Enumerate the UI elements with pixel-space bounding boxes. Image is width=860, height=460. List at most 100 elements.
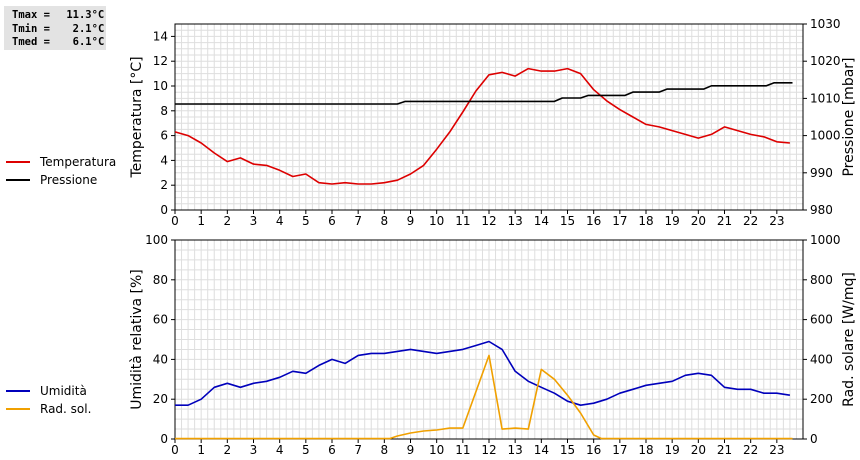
panel2-x-tick-label: 1: [197, 443, 205, 457]
panel2-y-axis-title: Umidità relativa [%]: [129, 269, 145, 410]
panel2-x-tick-label: 9: [407, 443, 415, 457]
stats-box: Tmax = 11.3°C Tmin = 2.1°C Tmed = 6.1°C: [4, 6, 106, 50]
panel1-x-tick-label: 14: [534, 214, 549, 228]
panel2-x-tick-label: 16: [586, 443, 601, 457]
panel2-x-tick-label: 2: [224, 443, 232, 457]
panel2-x-tick-label: 11: [455, 443, 470, 457]
panel2-x-tick-label: 5: [302, 443, 310, 457]
stat-line-tmin: Tmin = 2.1°C: [12, 22, 105, 35]
panel2-y-tick-label: 80: [153, 273, 168, 287]
legend-label: Rad. sol.: [40, 402, 92, 416]
legend-label: Pressione: [40, 173, 98, 187]
panel1-y-tick-label: 6: [160, 129, 168, 143]
panel1-x-tick-label: 13: [508, 214, 523, 228]
panel1-x-tick-label: 21: [717, 214, 732, 228]
panel2-x-tick-label: 10: [429, 443, 444, 457]
panel2-x-tick-label: 13: [508, 443, 523, 457]
panel1-series-temperatura-line: [174, 67, 790, 185]
legend-top: Temperatura Pressione: [6, 153, 116, 189]
panel1-y-tick-label: 0: [160, 203, 168, 217]
panel2-y-tick-label: 100: [145, 233, 168, 247]
panel2-x-tick-label: 18: [638, 443, 653, 457]
panel1-y-axis-title: Temperatura [°C]: [129, 56, 145, 178]
panel2-x-tick-label: 7: [354, 443, 362, 457]
panel2-y-tick-label: 0: [160, 432, 168, 446]
panel1-y2-tick-label: 1010: [810, 91, 841, 105]
legend-label: Temperatura: [40, 155, 117, 169]
panel1-y2-axis-title: Pressione [mbar]: [841, 57, 857, 176]
legend-label: Umidità: [40, 384, 87, 398]
legend-item-umidita: Umidità: [6, 382, 91, 400]
panel1-x-tick-label: 12: [481, 214, 496, 228]
panel1-x-tick-label: 3: [250, 214, 258, 228]
panel2-x-tick-label: 21: [717, 443, 732, 457]
panel1-x-tick-label: 2: [224, 214, 232, 228]
panel2-series-rad-sol-line: [175, 354, 793, 440]
legend-bottom: Umidità Rad. sol.: [6, 382, 91, 418]
panel2-y2-tick-label: 400: [810, 352, 833, 366]
panel2-x-tick-label: 4: [276, 443, 284, 457]
panel2-y2-tick-label: 0: [810, 432, 818, 446]
panel1-x-tick-label: 11: [455, 214, 470, 228]
panel1-x-tick-label: 0: [171, 214, 179, 228]
stat-line-tmax: Tmax = 11.3°C: [12, 9, 105, 21]
panel1-y-tick-label: 10: [153, 79, 168, 93]
panel2-y2-tick-label: 600: [810, 313, 833, 327]
panel1-x-tick-label: 15: [560, 214, 575, 228]
panel1-y-tick-label: 2: [160, 178, 168, 192]
panel2-x-tick-label: 12: [481, 443, 496, 457]
legend-swatch: [6, 161, 30, 163]
panel1-x-tick-label: 8: [381, 214, 389, 228]
panel2-x-tick-label: 3: [250, 443, 258, 457]
panel2-x-tick-label: 19: [665, 443, 680, 457]
stat-line-tmed: Tmed = 6.1°C: [12, 36, 105, 48]
panel2-y-tick-label: 40: [153, 352, 168, 366]
panel1-series-pressione-line: [175, 82, 793, 105]
legend-item-rad-sol: Rad. sol.: [6, 400, 91, 418]
panel2-x-tick-label: 14: [534, 443, 549, 457]
panel1-x-tick-label: 17: [612, 214, 627, 228]
panel1-x-tick-label: 16: [586, 214, 601, 228]
panel1-y-tick-label: 12: [153, 54, 168, 68]
panel1-y2-tick-label: 990: [810, 166, 833, 180]
panel2-series-umidit-line: [175, 340, 791, 407]
panel2-x-tick-label: 8: [381, 443, 389, 457]
legend-swatch: [6, 179, 30, 181]
panel2-y2-tick-label: 1000: [810, 233, 841, 247]
panel1-y2-tick-label: 1030: [810, 17, 841, 31]
panel2-y2-tick-label: 800: [810, 273, 833, 287]
panel1-x-tick-label: 6: [328, 214, 336, 228]
panel2-y-tick-label: 20: [153, 392, 168, 406]
panel1-x-tick-label: 9: [407, 214, 415, 228]
panel1-x-tick-label: 18: [638, 214, 653, 228]
panel1-x-tick-label: 1: [197, 214, 205, 228]
panel2-x-tick-label: 23: [769, 443, 784, 457]
panel1-x-tick-label: 7: [354, 214, 362, 228]
panel1-y2-tick-label: 980: [810, 203, 833, 217]
legend-item-pressione: Pressione: [6, 171, 116, 189]
panel1-x-tick-label: 5: [302, 214, 310, 228]
panel1-y-tick-label: 4: [160, 153, 168, 167]
panel1-y2-tick-label: 1020: [810, 54, 841, 68]
panel2-x-tick-label: 17: [612, 443, 627, 457]
panel2-x-tick-label: 20: [691, 443, 706, 457]
panel1-x-tick-label: 20: [691, 214, 706, 228]
legend-item-temperatura: Temperatura: [6, 153, 116, 171]
panel1-y-tick-label: 14: [153, 29, 168, 43]
panel1-x-tick-label: 22: [743, 214, 758, 228]
panel1-x-tick-label: 19: [665, 214, 680, 228]
panel1-x-tick-label: 4: [276, 214, 284, 228]
panel2-x-tick-label: 6: [328, 443, 336, 457]
panel1-y2-tick-label: 1000: [810, 129, 841, 143]
legend-swatch: [6, 390, 30, 392]
panel2-x-tick-label: 15: [560, 443, 575, 457]
panel2-x-tick-label: 0: [171, 443, 179, 457]
panel2-y2-tick-label: 200: [810, 392, 833, 406]
panel1-x-tick-label: 10: [429, 214, 444, 228]
panel2-y2-axis-title: Rad. solare [W/mq]: [841, 272, 857, 407]
legend-swatch: [6, 408, 30, 410]
panel2-x-tick-label: 22: [743, 443, 758, 457]
panel2-y-tick-label: 60: [153, 313, 168, 327]
panel1-x-tick-label: 23: [769, 214, 784, 228]
panel1-y-tick-label: 8: [160, 104, 168, 118]
